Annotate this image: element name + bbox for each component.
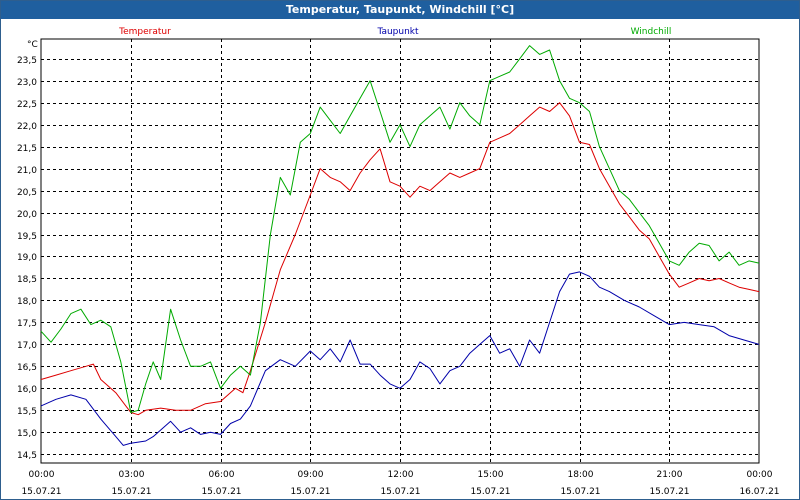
y-tick-label: 15,5	[17, 407, 37, 417]
x-tick-date: 15.07.21	[649, 487, 689, 497]
x-tick-time: 15:00	[478, 470, 504, 480]
x-tick-time: 00:00	[29, 470, 55, 480]
legend-temperatur: Temperatur	[118, 27, 171, 37]
x-tick-date: 15.07.21	[21, 487, 61, 497]
legend-taupunkt: Taupunkt	[376, 27, 419, 37]
window-title: Temperatur, Taupunkt, Windchill [°C]	[1, 1, 799, 19]
y-tick-label: 17,5	[17, 319, 37, 329]
series-line-windchill	[40, 45, 760, 413]
x-tick-date: 15.07.21	[380, 487, 420, 497]
y-tick-label: 18,5	[17, 275, 37, 285]
y-tick-label: 21,5	[17, 144, 37, 154]
x-tick-date: 15.07.21	[111, 487, 151, 497]
x-tick-time: 06:00	[209, 470, 235, 480]
y-tick-label: 18,0	[17, 297, 37, 307]
y-tick-label: 17,0	[17, 341, 37, 351]
x-tick-time: 12:00	[388, 470, 414, 480]
x-tick-time: 21:00	[657, 470, 683, 480]
x-tick-date: 15.07.21	[201, 487, 241, 497]
x-tick-date: 15.07.21	[290, 487, 330, 497]
y-tick-label: 16,5	[17, 363, 37, 373]
x-tick-time: 03:00	[119, 470, 145, 480]
x-tick-date: 15.07.21	[470, 487, 510, 497]
y-tick-label: 20,5	[17, 188, 37, 198]
y-tick-label: 22,5	[17, 100, 37, 110]
x-tick-date: 15.07.21	[560, 487, 600, 497]
y-tick-label: 23,5	[17, 56, 37, 66]
y-tick-label: 14,5	[17, 451, 37, 461]
y-tick-label: 22,0	[17, 122, 37, 132]
x-tick-time: 18:00	[568, 470, 594, 480]
y-tick-label: 21,0	[17, 166, 37, 176]
series-line-taupunkt	[40, 271, 760, 446]
y-unit-label: °C	[27, 40, 38, 50]
line-chart: 14,5 15,0 15,5 16,0 16,5 17,0 17,5 18,0 18,5 19,0…	[17, 27, 780, 497]
x-tick-time: 00:00	[747, 470, 773, 480]
y-tick-label: 19,0	[17, 253, 37, 263]
legend-windchill: Windchill	[631, 27, 672, 37]
y-tick-label: 20,0	[17, 210, 37, 220]
x-tick-time: 09:00	[298, 470, 324, 480]
y-tick-label: 23,0	[17, 78, 37, 88]
y-tick-label: 19,5	[17, 232, 37, 242]
y-tick-label: 15,0	[17, 429, 37, 439]
y-tick-label: 16,0	[17, 385, 37, 395]
x-tick-date: 16.07.21	[739, 487, 779, 497]
series-line-temperatur	[40, 102, 760, 416]
